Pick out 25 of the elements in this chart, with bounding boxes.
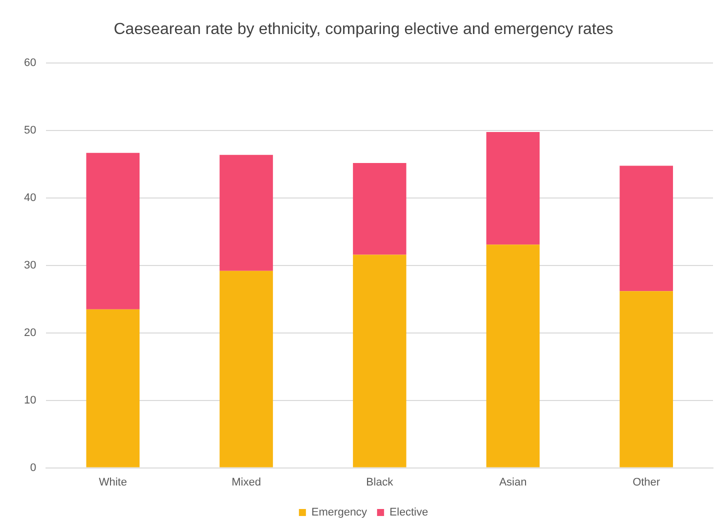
chart-title: Caesearean rate by ethnicity, comparing elective and emergency rates <box>114 21 614 38</box>
x-tick-label: Mixed <box>232 476 261 488</box>
y-tick-label: 10 <box>24 394 36 406</box>
y-tick-label: 50 <box>24 124 36 137</box>
bar <box>220 154 273 271</box>
bar <box>620 291 673 468</box>
y-tick-label: 30 <box>24 260 36 272</box>
y-tick-label: 40 <box>24 192 36 204</box>
bar <box>352 254 406 468</box>
bar <box>220 270 273 468</box>
legend-label: Elective <box>390 506 428 519</box>
bar <box>486 132 540 245</box>
bar <box>86 309 140 468</box>
bar <box>86 152 140 310</box>
x-tick-label: Asian <box>499 476 527 488</box>
bar <box>486 244 540 468</box>
x-tick-label: Black <box>366 476 394 488</box>
y-tick-label: 20 <box>24 326 36 339</box>
x-tick-label: Other <box>632 476 660 488</box>
y-tick-label: 0 <box>30 462 36 474</box>
legend-label: Emergency <box>311 506 368 519</box>
y-tick-label: 60 <box>24 57 36 70</box>
bar <box>352 163 406 255</box>
bar <box>620 166 673 292</box>
x-tick-label: White <box>98 476 127 488</box>
